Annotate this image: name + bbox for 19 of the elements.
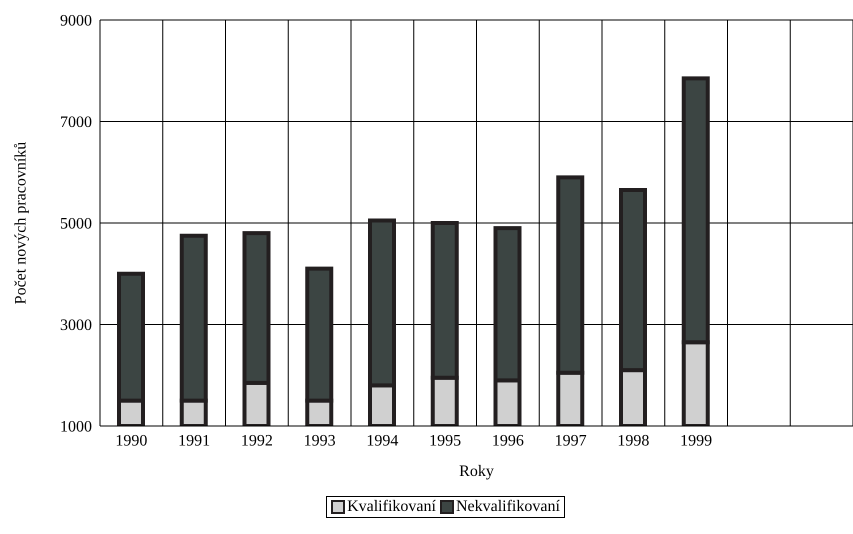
y-tick-label: 3000 [60,317,92,334]
y-tick-label: 1000 [60,418,92,436]
y-tick-label: 5000 [60,216,92,233]
legend-label: Kvalifikovaní [346,498,436,516]
x-tick-label: 1998 [617,432,650,450]
x-tick-label: 1990 [115,432,148,450]
x-tick-label: 1996 [492,432,524,450]
x-tick-label: 1991 [178,432,210,450]
x-tick-label: 1995 [429,432,462,450]
x-tick-label: 1992 [240,432,273,450]
x-axis-title: Roky [459,463,494,480]
x-tick-label: 1999 [680,432,712,450]
y-tick-label: 9000 [60,12,92,30]
y-axis-title: Počet nových pracovníků [12,142,30,304]
x-tick-label: 1993 [304,432,336,450]
legend-label: Nekvalifikovaní [454,498,560,516]
x-tick-label: 1994 [366,432,398,450]
y-tick-label: 7000 [60,114,92,132]
x-tick-label: 1997 [554,432,587,450]
